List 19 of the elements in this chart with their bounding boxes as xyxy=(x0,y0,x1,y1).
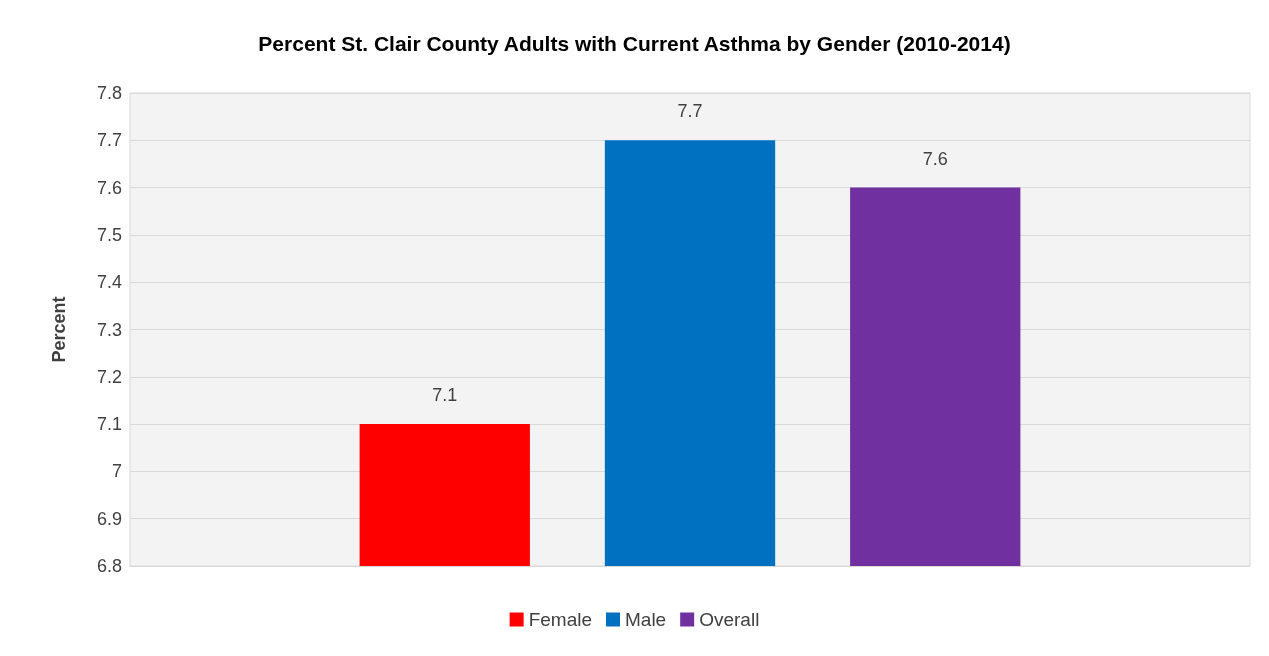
legend-label: Male xyxy=(625,609,667,630)
y-tick-label: 7.3 xyxy=(96,319,122,340)
data-label: 7.1 xyxy=(432,385,458,406)
y-tick-label: 6.8 xyxy=(96,556,122,576)
chart-title: Percent St. Clair County Adults with Current Asthma by Gender (2010-2014) xyxy=(258,32,1011,55)
y-axis-title: Percent xyxy=(49,296,69,363)
data-label: 7.7 xyxy=(677,101,703,122)
y-tick-label: 6.9 xyxy=(96,508,122,529)
y-tick-label: 7.4 xyxy=(96,272,122,293)
legend-label: Overall xyxy=(699,609,760,630)
y-tick-label: 7.6 xyxy=(96,177,122,198)
y-tick-label: 7.1 xyxy=(96,414,122,435)
y-tick-label: 7.2 xyxy=(96,366,122,387)
y-tick-label: 7.8 xyxy=(96,83,122,103)
data-label: 7.6 xyxy=(922,148,948,169)
y-tick-label: 7.7 xyxy=(96,130,122,151)
y-tick-label: 7 xyxy=(111,461,122,482)
y-tick-label: 7.5 xyxy=(96,224,122,245)
legend-label: Female xyxy=(528,609,592,630)
